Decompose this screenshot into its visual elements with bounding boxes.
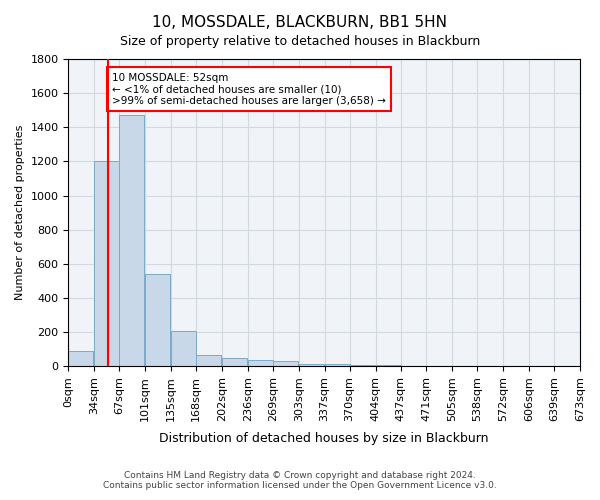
Text: Contains HM Land Registry data © Crown copyright and database right 2024.
Contai: Contains HM Land Registry data © Crown c… [103, 470, 497, 490]
Text: 10 MOSSDALE: 52sqm
← <1% of detached houses are smaller (10)
>99% of semi-detach: 10 MOSSDALE: 52sqm ← <1% of detached hou… [112, 72, 386, 106]
Y-axis label: Number of detached properties: Number of detached properties [15, 125, 25, 300]
Bar [171, 331, 196, 366]
Bar [325, 364, 350, 366]
Text: Size of property relative to detached houses in Blackburn: Size of property relative to detached ho… [120, 35, 480, 48]
Bar [299, 364, 324, 366]
Bar [350, 365, 375, 366]
Bar [145, 274, 170, 366]
Bar [196, 355, 221, 366]
Bar [273, 362, 298, 366]
Bar [68, 351, 94, 366]
X-axis label: Distribution of detached houses by size in Blackburn: Distribution of detached houses by size … [160, 432, 489, 445]
Bar [94, 162, 119, 366]
Bar [248, 360, 273, 366]
Bar [222, 358, 247, 366]
Bar [119, 116, 145, 366]
Text: 10, MOSSDALE, BLACKBURN, BB1 5HN: 10, MOSSDALE, BLACKBURN, BB1 5HN [152, 15, 448, 30]
